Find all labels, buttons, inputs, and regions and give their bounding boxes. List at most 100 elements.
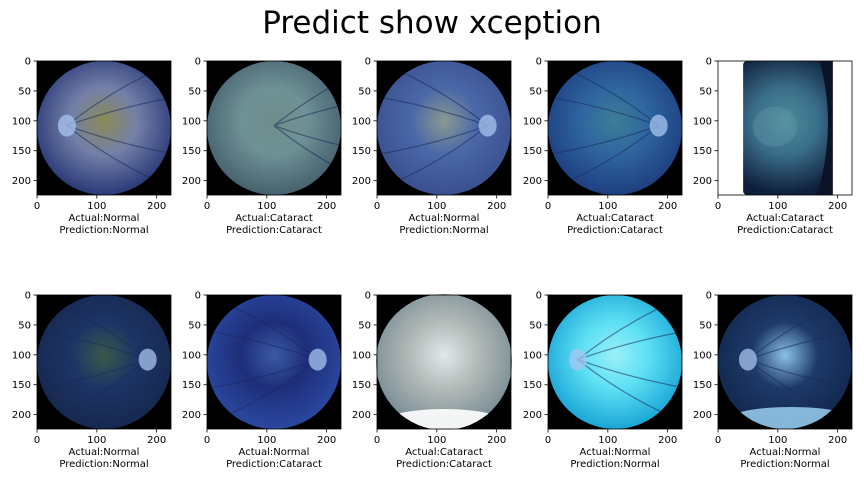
y-tick-label: 100 bbox=[182, 116, 201, 127]
fundus-image bbox=[548, 295, 682, 429]
x-tick-label: 200 bbox=[147, 201, 166, 212]
x-tick-label: 200 bbox=[147, 435, 166, 446]
x-tick-label: 100 bbox=[598, 435, 617, 446]
x-tick-label: 0 bbox=[374, 435, 380, 446]
axes-frame bbox=[36, 294, 172, 430]
actual-label: Actual:Cataract bbox=[576, 213, 654, 224]
actual-label: Actual:Normal bbox=[239, 447, 310, 458]
image-edge-shadow bbox=[816, 61, 833, 195]
x-tick-label: 0 bbox=[204, 435, 210, 446]
x-tick-label: 0 bbox=[715, 201, 721, 212]
x-tick-label: 100 bbox=[427, 201, 446, 212]
y-tick-label: 100 bbox=[12, 350, 31, 361]
x-tick-label: 0 bbox=[545, 201, 551, 212]
y-tick-label: 150 bbox=[352, 380, 371, 391]
actual-label: Actual:Normal bbox=[750, 447, 821, 458]
fundus-image bbox=[548, 61, 682, 195]
axes-frame bbox=[547, 60, 683, 196]
optic-disc bbox=[308, 348, 327, 371]
x-tick-label: 200 bbox=[487, 201, 506, 212]
actual-label: Actual:Cataract bbox=[746, 213, 824, 224]
fundus-image bbox=[718, 295, 852, 429]
x-tick-label: 100 bbox=[768, 201, 787, 212]
y-tick-label: 0 bbox=[365, 291, 371, 302]
subplot-1: 0 100 200 0 50 100 150 200 Actual:NormalPredicti… bbox=[12, 57, 172, 236]
subplot-7: 0 100 200 0 50 100 150 200 Actual:NormalPredicti… bbox=[182, 291, 342, 470]
y-tick-label: 0 bbox=[25, 57, 31, 68]
actual-label: Actual:Normal bbox=[580, 447, 651, 458]
prediction-label: Prediction:Normal bbox=[59, 459, 148, 470]
prediction-label: Prediction:Cataract bbox=[567, 225, 663, 236]
y-tick-label: 0 bbox=[536, 291, 542, 302]
y-tick-label: 0 bbox=[195, 57, 201, 68]
actual-label: Actual:Normal bbox=[409, 213, 480, 224]
y-tick-label: 150 bbox=[12, 380, 31, 391]
subplot-6: 0 100 200 0 50 100 150 200 Actual:NormalPredicti… bbox=[12, 291, 172, 470]
axes-frame bbox=[376, 60, 512, 196]
x-tick-label: 0 bbox=[374, 201, 380, 212]
actual-label: Actual:Normal bbox=[69, 213, 140, 224]
fundus-image bbox=[207, 61, 341, 195]
y-tick-label: 50 bbox=[529, 320, 542, 331]
actual-label: Actual:Normal bbox=[69, 447, 140, 458]
y-tick-label: 200 bbox=[523, 410, 542, 421]
prediction-label: Prediction:Normal bbox=[399, 225, 488, 236]
y-tick-label: 50 bbox=[188, 320, 201, 331]
x-tick-label: 100 bbox=[87, 435, 106, 446]
y-tick-label: 100 bbox=[523, 116, 542, 127]
axes-frame bbox=[206, 294, 342, 430]
x-tick-label: 100 bbox=[427, 435, 446, 446]
vessels bbox=[747, 295, 852, 425]
fundus-image bbox=[377, 61, 511, 195]
y-tick-label: 50 bbox=[699, 86, 712, 97]
y-tick-label: 150 bbox=[12, 146, 31, 157]
x-tick-label: 0 bbox=[34, 435, 40, 446]
y-tick-label: 100 bbox=[523, 350, 542, 361]
axes-frame bbox=[547, 294, 683, 430]
y-tick-label: 100 bbox=[182, 350, 201, 361]
glare bbox=[382, 409, 506, 430]
x-tick-label: 200 bbox=[828, 435, 847, 446]
y-tick-label: 200 bbox=[352, 410, 371, 421]
y-tick-label: 150 bbox=[182, 146, 201, 157]
prediction-label: Prediction:Cataract bbox=[226, 459, 322, 470]
y-tick-label: 0 bbox=[195, 291, 201, 302]
axes-frame bbox=[376, 294, 512, 430]
y-tick-label: 0 bbox=[706, 291, 712, 302]
prediction-label: Prediction:Cataract bbox=[396, 459, 492, 470]
x-tick-label: 200 bbox=[658, 201, 677, 212]
y-tick-label: 200 bbox=[12, 176, 31, 187]
y-tick-label: 50 bbox=[188, 86, 201, 97]
y-tick-label: 0 bbox=[25, 291, 31, 302]
x-tick-label: 0 bbox=[204, 201, 210, 212]
prediction-label: Prediction:Cataract bbox=[226, 225, 322, 236]
y-tick-label: 200 bbox=[182, 176, 201, 187]
subplot-8: 0 100 200 0 50 100 150 200 Actual:CataractPredic… bbox=[352, 291, 512, 470]
x-tick-label: 0 bbox=[34, 201, 40, 212]
y-tick-label: 150 bbox=[523, 146, 542, 157]
subplot-grid: 0 100 200050100150200Actual:NormalPredicti… bbox=[12, 57, 853, 470]
optic-disc bbox=[738, 348, 757, 371]
y-tick-label: 200 bbox=[693, 176, 712, 187]
actual-label: Actual:Cataract bbox=[405, 447, 483, 458]
x-tick-label: 0 bbox=[545, 435, 551, 446]
y-tick-label: 100 bbox=[693, 350, 712, 361]
fundus-image bbox=[743, 61, 832, 195]
optic-disc bbox=[57, 114, 76, 137]
x-tick-label: 100 bbox=[598, 201, 617, 212]
y-tick-label: 150 bbox=[693, 146, 712, 157]
axes-frame bbox=[717, 294, 853, 430]
prediction-label: Prediction:Normal bbox=[59, 225, 148, 236]
optic-disc bbox=[138, 348, 157, 371]
y-tick-label: 50 bbox=[358, 320, 371, 331]
x-tick-label: 100 bbox=[257, 435, 276, 446]
y-tick-label: 50 bbox=[529, 86, 542, 97]
actual-label: Actual:Cataract bbox=[235, 213, 313, 224]
y-tick-label: 100 bbox=[352, 350, 371, 361]
subplot-3: 0 100 200 0 50 100 150 200 Actual:NormalPredicti… bbox=[352, 57, 512, 236]
y-tick-label: 150 bbox=[182, 380, 201, 391]
optic-disc bbox=[478, 114, 497, 137]
subplot-5: 0 100 200 0 50 100 150 200 Actual:CataractPredic… bbox=[693, 57, 853, 236]
y-tick-label: 200 bbox=[352, 176, 371, 187]
